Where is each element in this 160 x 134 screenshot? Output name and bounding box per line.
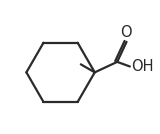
Text: OH: OH bbox=[131, 59, 154, 74]
Text: O: O bbox=[120, 25, 132, 40]
